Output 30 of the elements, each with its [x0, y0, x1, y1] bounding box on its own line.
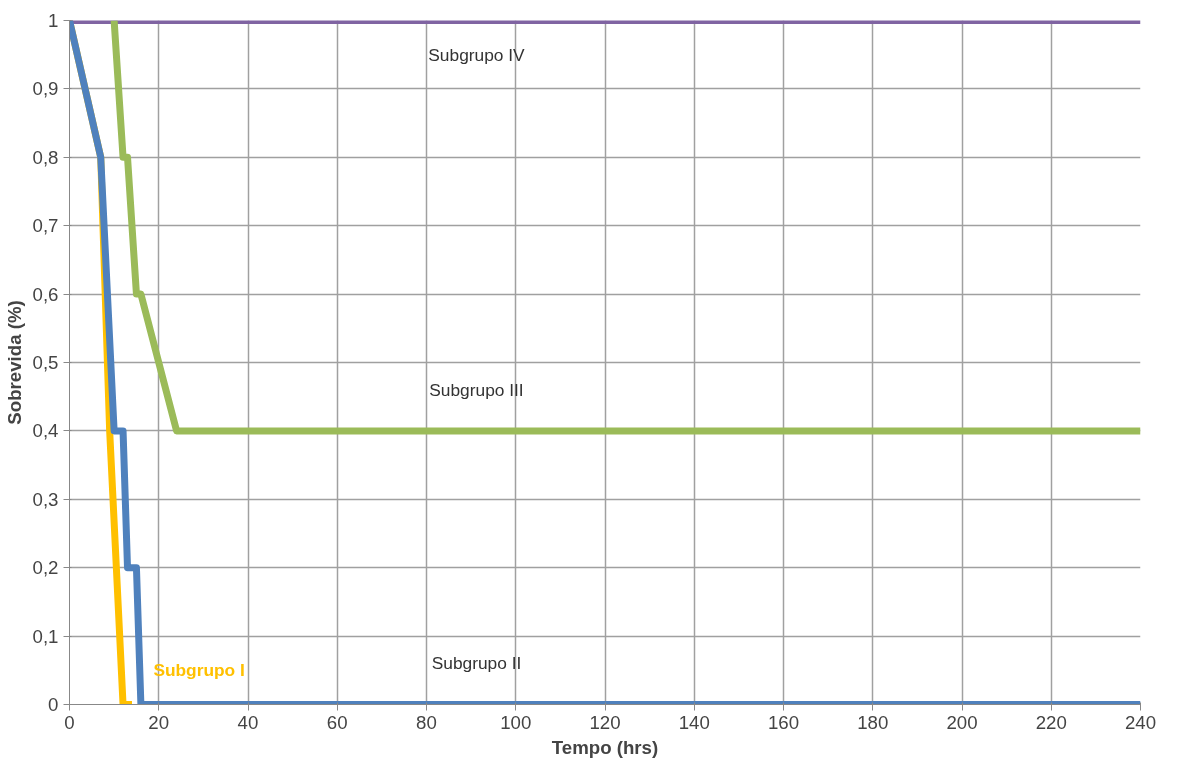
series-label: Subgrupo III: [429, 379, 524, 400]
x-tick-label: 240: [1124, 711, 1157, 733]
y-tick-label: 0,7: [32, 215, 59, 237]
series-label: Subgrupo IV: [428, 44, 526, 65]
y-tick-label: 0,4: [32, 420, 59, 442]
y-tick-label: 0,5: [32, 352, 59, 373]
series-label: Subgrupo I: [153, 660, 245, 681]
y-tick-label: 0,6: [32, 283, 59, 305]
y-tick-label: 0,1: [32, 625, 59, 647]
x-tick-label: 40: [237, 711, 259, 733]
x-tick-label: 160: [767, 711, 800, 733]
x-tick-label: 220: [1035, 711, 1067, 733]
y-tick-label: 0,3: [32, 488, 59, 510]
y-tick-label: 0,8: [32, 146, 59, 168]
x-tick-label: 120: [589, 711, 621, 733]
x-tick-label: 180: [857, 711, 889, 733]
x-tick-label: 100: [500, 711, 532, 733]
x-tick-label: 200: [946, 711, 978, 733]
y-tick-label: 0: [48, 694, 59, 715]
x-tick-label: 60: [326, 711, 348, 733]
y-axis-title: Sobrevida (%): [3, 300, 25, 425]
y-tick-label: 0,9: [32, 78, 59, 100]
y-tick-label: 0,2: [32, 557, 59, 579]
x-axis-title: Tempo (hrs): [551, 736, 659, 758]
x-tick-label: 140: [678, 711, 710, 733]
x-tick-label: 20: [148, 711, 170, 733]
y-tick-label: 1: [48, 10, 59, 31]
x-tick-label: 0: [64, 711, 75, 733]
x-tick-label: 80: [416, 711, 437, 733]
series-label: Subgrupo II: [431, 653, 522, 674]
